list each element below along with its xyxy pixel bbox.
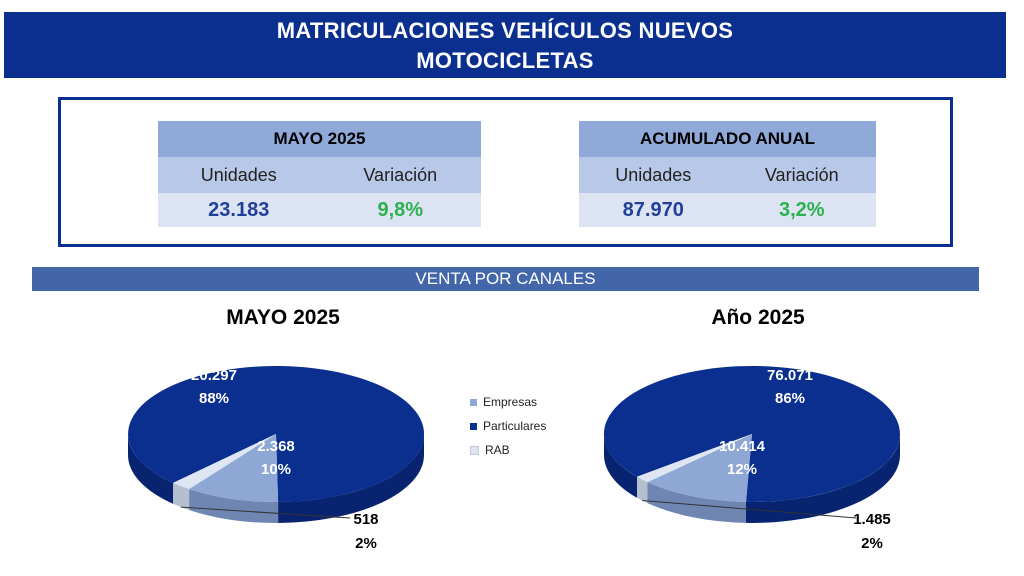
legend-swatch-particulares (470, 422, 477, 430)
pie-side-rab (637, 476, 648, 504)
pie-slice-empresas (189, 434, 279, 503)
pie-side-particulares (746, 434, 900, 523)
pie-label-empresas-percent: 12% (727, 461, 757, 478)
pie-side-empresas (647, 482, 746, 523)
kpi-annual-units-value: 87.970 (622, 199, 684, 221)
pie-title-month: MAYO 2025 (226, 306, 340, 329)
pie-label-particulares-value: 20.297 (191, 367, 237, 384)
legend-swatch-empresas (470, 398, 477, 406)
legend: Empresas Particulares RAB (470, 390, 546, 462)
pie-label-rab-value: 518 (353, 511, 378, 528)
legend-label-empresas: Empresas (483, 395, 538, 409)
pie-slice-particulares (128, 366, 425, 502)
legend-label-rab: RAB (485, 443, 510, 457)
kpi-month-headers: Unidades Variación (158, 157, 481, 193)
pie-side-particulares (604, 434, 637, 498)
kpi-month-variation-value: 9,8% (377, 199, 424, 221)
pie-label-rab-value: 1.485 (853, 511, 891, 528)
legend-item-empresas: Empresas (470, 390, 546, 414)
kpi-month: MAYO 2025 Unidades Variación 23.183 9,8% (158, 121, 481, 227)
pie-slice-rab (637, 434, 752, 483)
page-header: MATRICULACIONES VEHÍCULOS NUEVOS MOTOCIC… (4, 12, 1006, 78)
kpi-annual-units-header: Unidades (615, 165, 692, 185)
legend-item-rab: RAB (470, 438, 546, 462)
pie-label-empresas-value: 2.368 (257, 438, 295, 455)
header-title-line1: MATRICULACIONES VEHÍCULOS NUEVOS (276, 18, 734, 43)
pie-slice-rab (173, 434, 276, 489)
pie-leader-rab (642, 500, 857, 519)
kpi-month-units-value: 23.183 (208, 199, 270, 221)
kpi-month-title: MAYO 2025 (158, 121, 481, 157)
summary-box: MAYO 2025 Unidades Variación 23.183 9,8%… (58, 97, 953, 247)
kpi-annual-values: 87.970 3,2% (579, 193, 876, 227)
pie-side-empresas (189, 489, 279, 524)
pie-label-empresas-percent: 10% (261, 461, 291, 478)
kpi-annual: ACUMULADO ANUAL Unidades Variación 87.97… (579, 121, 876, 227)
pie-slice-empresas (647, 434, 752, 502)
kpi-annual-title: ACUMULADO ANUAL (579, 121, 876, 157)
pie-leader-rab (180, 506, 351, 519)
header-title-line2: MOTOCICLETAS (416, 48, 594, 73)
pie-label-particulares-percent: 88% (199, 390, 229, 407)
pie-label-particulares-percent: 86% (775, 390, 805, 407)
channels-section-title: VENTA POR CANALES (32, 267, 979, 291)
kpi-month-values: 23.183 9,8% (158, 193, 481, 227)
pie-label-rab-percent: 2% (861, 535, 883, 552)
pie-side-particulares (128, 434, 174, 504)
legend-label-particulares: Particulares (483, 419, 547, 433)
legend-swatch-rab (470, 445, 479, 455)
kpi-annual-variation-header: Variación (764, 165, 839, 185)
pie-side-particulares (278, 434, 424, 523)
kpi-annual-variation-value: 3,2% (778, 199, 825, 221)
pie-title-year: Año 2025 (711, 306, 805, 329)
pie-label-empresas-value: 10.414 (719, 438, 766, 455)
pie-label-rab-percent: 2% (355, 535, 377, 552)
legend-item-particulares: Particulares (470, 414, 546, 438)
kpi-annual-headers: Unidades Variación (579, 157, 876, 193)
pie-side-rab (173, 482, 190, 510)
kpi-month-variation-header: Variación (363, 165, 438, 185)
kpi-month-units-header: Unidades (200, 165, 277, 185)
pie-label-particulares-value: 76.071 (767, 367, 813, 384)
pie-slice-particulares (603, 365, 900, 502)
